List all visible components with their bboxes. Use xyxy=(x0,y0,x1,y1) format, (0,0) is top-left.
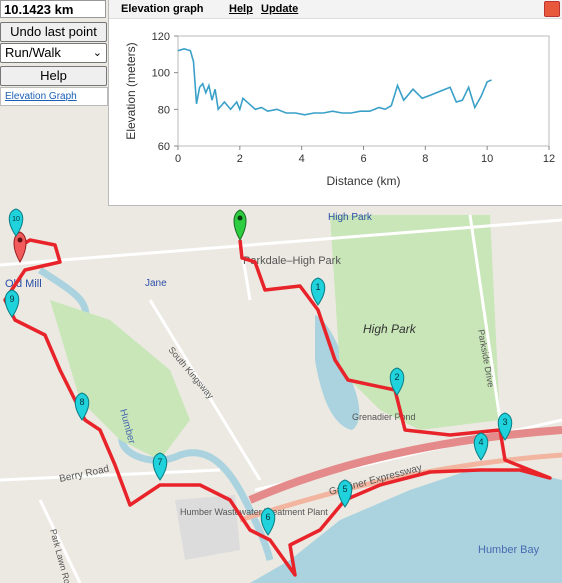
elevation-panel-titlebar: Elevation graph Help Update xyxy=(109,0,562,19)
route-marker-label: 3 xyxy=(502,417,507,427)
high-park-green xyxy=(330,215,500,430)
map-label-parkdale: Parkdale–High Park xyxy=(243,255,341,267)
y-axis-label: Elevation (meters) xyxy=(124,42,138,139)
lake-ontario xyxy=(250,470,562,583)
activity-select[interactable]: Run/Walk ⌄ xyxy=(0,43,107,63)
map-label-humber-bay: Humber Bay xyxy=(478,544,540,556)
x-tick-label: 0 xyxy=(175,153,181,165)
route-marker-1[interactable]: 1 xyxy=(310,277,326,306)
route-marker-label: 10 xyxy=(12,216,20,223)
route-marker-9[interactable]: 9 xyxy=(4,289,20,318)
map-label-high-park: High Park xyxy=(363,322,417,336)
y-tick-label: 100 xyxy=(152,68,170,80)
help-button[interactable]: Help xyxy=(0,66,107,86)
wastewater-plant xyxy=(175,495,240,560)
route-marker-5[interactable]: 5 xyxy=(337,479,353,508)
x-tick-label: 6 xyxy=(360,153,366,165)
y-tick-label: 120 xyxy=(152,31,170,43)
chevron-down-icon: ⌄ xyxy=(92,47,102,59)
map-label-grenadier: Grenadier Pond xyxy=(352,412,416,422)
route-marker-6[interactable]: 6 xyxy=(260,507,276,536)
elevation-graph-link[interactable]: Elevation Graph xyxy=(5,91,77,102)
distance-display: 10.1423 km xyxy=(0,0,106,18)
humber-park-green xyxy=(50,300,190,460)
map-label-high-park-station: High Park xyxy=(328,212,373,223)
elevation-help-link[interactable]: Help xyxy=(229,3,253,15)
undo-last-point-button[interactable]: Undo last point xyxy=(0,22,107,42)
route-marker-2[interactable]: 2 xyxy=(389,367,405,396)
y-tick-label: 60 xyxy=(158,141,170,153)
route-marker-8[interactable]: 8 xyxy=(74,392,90,421)
close-icon[interactable] xyxy=(544,1,560,17)
route-marker-label: 5 xyxy=(342,484,347,494)
gardiner-expressway xyxy=(248,426,562,504)
route-marker-label: 1 xyxy=(315,282,320,292)
start-marker[interactable] xyxy=(233,209,247,242)
elevation-chart: 0 2 4 6 8 10 12 60 80 100 120 Distance (km) Elevatio… xyxy=(124,31,555,188)
x-tick-label: 10 xyxy=(481,153,493,165)
activity-select-value: Run/Walk xyxy=(5,45,61,60)
route-marker-3[interactable]: 3 xyxy=(497,412,513,441)
route-marker-label: 6 xyxy=(265,512,270,522)
map-label-jane: Jane xyxy=(145,278,167,289)
map-label-wastewater: Humber Wastewater Treatment Plant xyxy=(180,507,328,517)
route-marker-label: 8 xyxy=(79,397,84,407)
x-axis-label: Distance (km) xyxy=(326,174,400,188)
route-marker-10[interactable]: 10 xyxy=(8,208,24,237)
y-tick-label: 80 xyxy=(158,104,170,116)
route-marker-label: 9 xyxy=(9,294,14,304)
route-marker-label: 2 xyxy=(394,372,399,382)
elevation-panel-title: Elevation graph xyxy=(121,3,204,15)
x-tick-label: 2 xyxy=(237,153,243,165)
route-line xyxy=(3,238,552,577)
map-label-old-mill: Old Mill xyxy=(5,278,42,290)
route-marker-4[interactable]: 4 xyxy=(473,432,489,461)
elevation-update-link[interactable]: Update xyxy=(261,3,299,15)
x-tick-label: 4 xyxy=(299,153,305,165)
grenadier-pond xyxy=(315,315,360,430)
elevation-panel: Elevation graph Help Update 0 2 4 6 8 10 12 60 8… xyxy=(108,0,562,206)
route-marker-7[interactable]: 7 xyxy=(152,452,168,481)
x-tick-label: 8 xyxy=(422,153,428,165)
route-marker-label: 4 xyxy=(478,437,483,447)
elevation-series-line xyxy=(177,47,492,116)
elevation-graph-linkbox: Elevation Graph xyxy=(0,87,108,106)
end-marker[interactable] xyxy=(13,231,27,264)
plot-area xyxy=(177,35,550,147)
route-marker-label: 7 xyxy=(157,457,162,467)
x-tick-label: 12 xyxy=(543,153,555,165)
